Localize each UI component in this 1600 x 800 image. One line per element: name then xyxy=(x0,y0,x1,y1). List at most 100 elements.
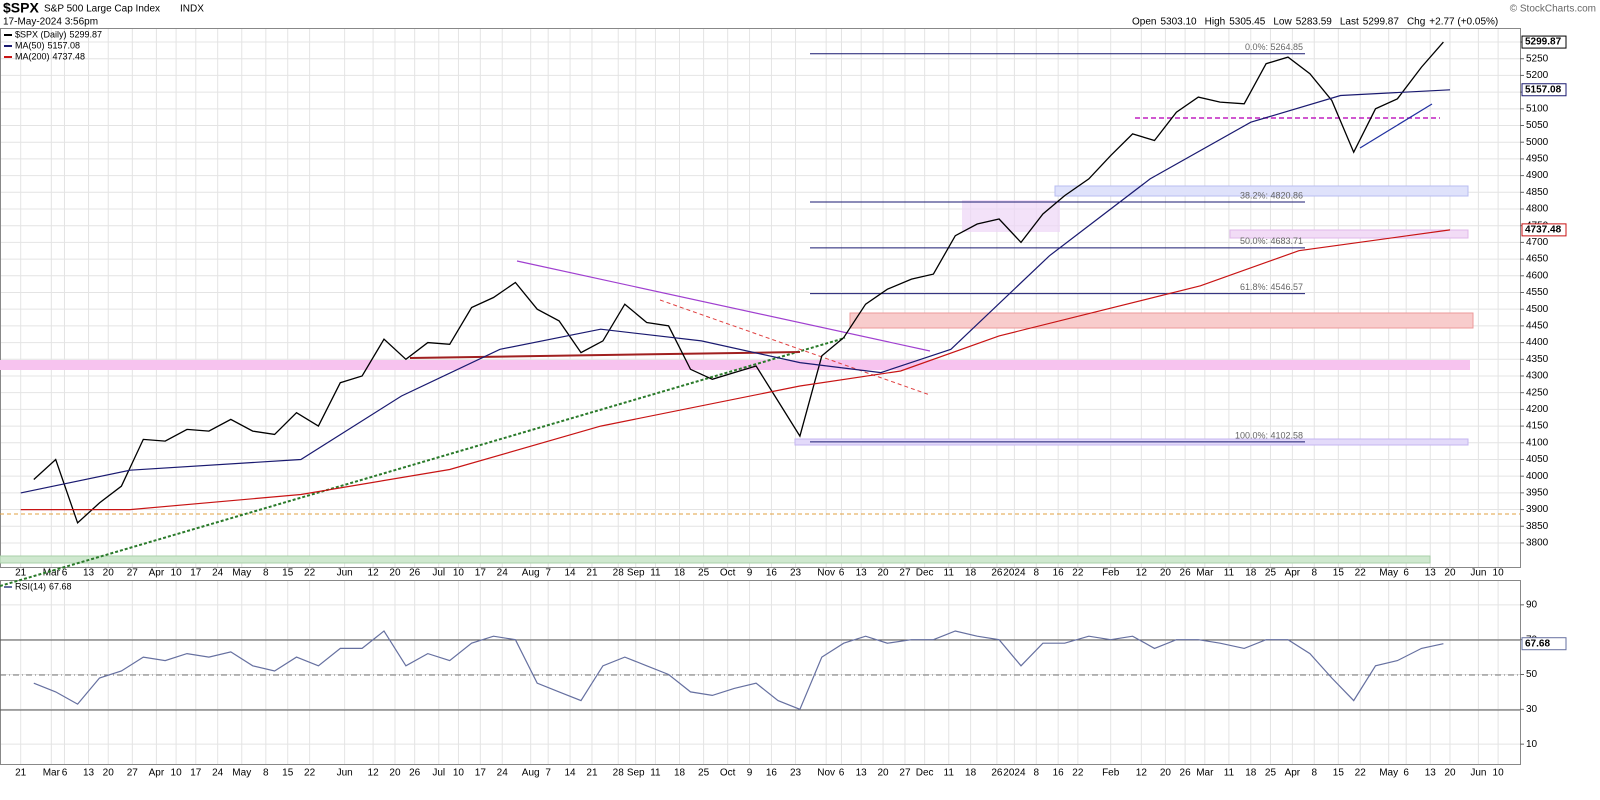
x-tick-label: 24 xyxy=(212,768,224,779)
date: 17-May-2024 3:56pm xyxy=(3,17,98,28)
x-tick-label: 27 xyxy=(127,768,139,779)
legend-value: 4737.48 xyxy=(53,51,86,61)
x-tick-label: 23 xyxy=(790,568,802,579)
x-tick-label: May xyxy=(232,768,251,779)
y-tick-label: 3800 xyxy=(1526,538,1549,549)
x-tick-label: 8 xyxy=(1034,568,1040,579)
grid-layer: 3800 3850 3900 3950 4000 4050 4100 4150 4200 4250… xyxy=(1,29,1549,779)
x-tick-label: 13 xyxy=(83,568,95,579)
legend-label: MA(50) xyxy=(15,40,45,50)
x-tick-label: Sep xyxy=(627,768,645,779)
legend-value: 5157.08 xyxy=(48,40,81,50)
x-tick-label: 15 xyxy=(282,568,294,579)
y-tick-label: 5250 xyxy=(1526,53,1549,64)
price-panel-frame xyxy=(0,28,1521,568)
x-tick-label: Apr xyxy=(1285,568,1301,579)
y-tick-label: 30 xyxy=(1526,704,1538,715)
x-tick-label: 6 xyxy=(1403,568,1409,579)
fib-zone xyxy=(1054,185,1469,197)
x-tick-label: Jul xyxy=(432,568,445,579)
x-tick-label: Jun xyxy=(1470,568,1486,579)
x-tick-label: 7 xyxy=(545,568,551,579)
x-tick-label: 8 xyxy=(263,568,269,579)
quote-label: Last xyxy=(1340,17,1359,28)
x-tick-label: 21 xyxy=(15,568,27,579)
x-tick-label: 20 xyxy=(1444,768,1456,779)
series-line xyxy=(20,229,1451,511)
quote: Open 5303.10 High 5305.45 Low 5283.59 Last 5299… xyxy=(1132,17,1498,28)
x-tick-label: 25 xyxy=(698,768,710,779)
x-tick-label: Sep xyxy=(627,568,645,579)
x-tick-label: 28 xyxy=(613,568,625,579)
y-tick-label: 4050 xyxy=(1526,454,1549,465)
x-tick-label: 25 xyxy=(1265,568,1277,579)
x-tick-label: Jun xyxy=(337,768,353,779)
x-tick-label: 18 xyxy=(674,568,686,579)
x-tick-label: 15 xyxy=(282,768,294,779)
x-tick-label: 8 xyxy=(1034,768,1040,779)
y-tick-label: 3850 xyxy=(1526,521,1549,532)
x-tick-label: Mar xyxy=(1196,568,1214,579)
y-tick-label: 4950 xyxy=(1526,154,1549,165)
legend-label: RSI(14) xyxy=(15,581,46,591)
x-tick-label: 13 xyxy=(83,768,95,779)
data-layer: 0.0%: 5264.85 38.2%: 4820.86 50.0%: 4683.7… xyxy=(4,29,1567,711)
x-tick-label: 22 xyxy=(1072,568,1084,579)
x-tick-label: 26 xyxy=(1180,568,1192,579)
brand: © StockCharts.com xyxy=(1510,4,1596,15)
x-tick-label: 10 xyxy=(1493,568,1505,579)
x-tick-label: 13 xyxy=(856,768,868,779)
x-tick-label: Apr xyxy=(149,568,165,579)
x-tick-label: 22 xyxy=(304,768,316,779)
gap-zone xyxy=(849,312,1474,329)
x-tick-label: 8 xyxy=(263,768,269,779)
y-tick-label: 4100 xyxy=(1526,437,1549,448)
y-tick-label: 5050 xyxy=(1526,120,1549,131)
price-line xyxy=(33,41,1444,525)
y-tick-label: 90 xyxy=(1526,599,1538,610)
x-tick-label: 6 xyxy=(839,768,845,779)
quote-value: +2.77 (+0.05%) xyxy=(1429,17,1498,28)
x-tick-label: 28 xyxy=(613,768,625,779)
x-tick-label: 13 xyxy=(856,568,868,579)
series-line xyxy=(20,89,1451,494)
consolidation-box xyxy=(962,200,1060,232)
x-tick-label: 17 xyxy=(475,568,487,579)
support-zone xyxy=(0,360,1470,370)
last-value-box xyxy=(1521,83,1567,97)
x-tick-label: 6 xyxy=(62,568,68,579)
x-tick-label: 10 xyxy=(453,768,465,779)
x-tick-label: Aug xyxy=(522,568,540,579)
trend-line xyxy=(516,260,931,352)
symbol: $SPX xyxy=(3,0,39,16)
x-tick-label: 16 xyxy=(766,768,778,779)
x-tick-label: 20 xyxy=(1160,768,1172,779)
quote-value: 5303.10 xyxy=(1160,17,1197,28)
x-tick-label: 18 xyxy=(1245,568,1257,579)
x-tick-label: 20 xyxy=(103,568,115,579)
x-tick-label: 24 xyxy=(497,768,509,779)
x-tick-label: Nov xyxy=(817,568,835,579)
x-tick-label: 10 xyxy=(1493,768,1505,779)
x-tick-label: 26 xyxy=(409,568,421,579)
x-tick-label: 16 xyxy=(1053,568,1065,579)
x-tick-label: 11 xyxy=(944,768,955,779)
y-tick-label: 5100 xyxy=(1526,103,1549,114)
last-value-box xyxy=(1521,35,1567,49)
x-tick-label: 11 xyxy=(650,768,661,779)
last-value-label: 67.68 xyxy=(1525,638,1550,649)
x-tick-label: 17 xyxy=(190,768,202,779)
x-tick-label: 10 xyxy=(171,568,183,579)
y-tick-label: 4200 xyxy=(1526,404,1549,415)
x-tick-label: 16 xyxy=(1053,768,1065,779)
fib-label: 38.2%: 4820.86 xyxy=(1240,190,1303,200)
x-tick-label: 20 xyxy=(389,768,401,779)
x-tick-label: 9 xyxy=(747,768,753,779)
x-tick-label: Apr xyxy=(1285,768,1301,779)
x-tick-label: Apr xyxy=(149,768,165,779)
x-tick-label: 6 xyxy=(62,768,68,779)
last-value-label: 4737.48 xyxy=(1525,225,1562,236)
